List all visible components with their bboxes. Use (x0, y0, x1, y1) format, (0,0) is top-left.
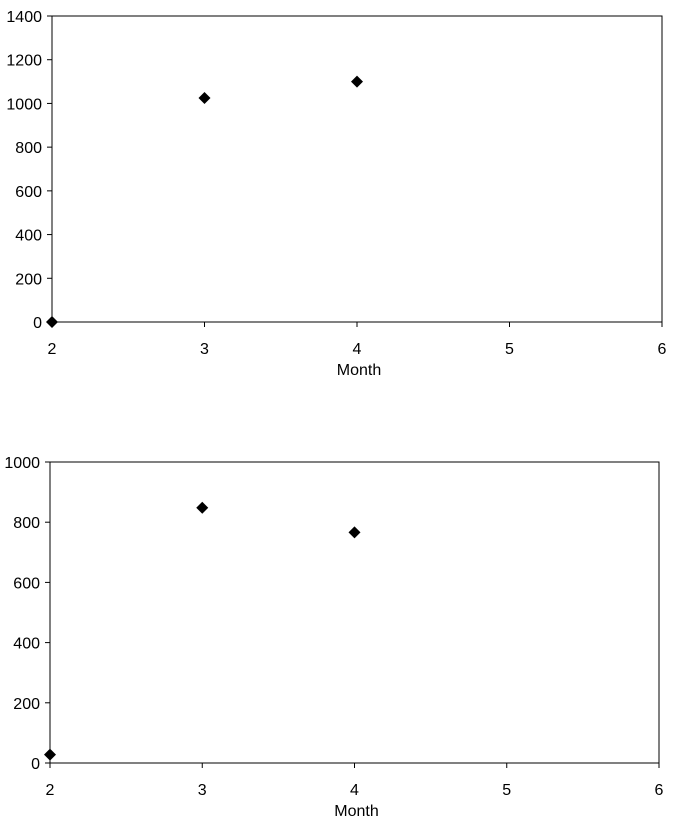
y-tick-label: 1200 (6, 53, 42, 70)
x-axis-title: Month (334, 803, 378, 820)
x-tick-label: 3 (200, 341, 209, 358)
x-tick-label: 2 (48, 341, 57, 358)
x-tick-label: 4 (353, 341, 362, 358)
x-tick-label: 6 (658, 341, 667, 358)
chart-monthly-scatter-top: 0 200 400 600 800 1000 1200 1400 2 3 4 5 6 Month (6, 9, 666, 379)
y-tick-label: 1000 (6, 96, 42, 113)
y-tick-label: 800 (15, 140, 42, 157)
y-tick-label: 200 (15, 271, 42, 288)
x-tick-label: 4 (350, 782, 359, 799)
data-point-diamond (198, 91, 211, 104)
y-tick-label: 0 (31, 756, 40, 773)
data-point-diamond (46, 316, 58, 328)
data-point-diamond (44, 748, 56, 761)
y-tick-label: 400 (13, 636, 40, 653)
plot-area-frame (51, 15, 663, 323)
x-axis-title: Month (337, 362, 381, 379)
plot-area-frame (49, 461, 660, 764)
y-tick-label: 1400 (6, 9, 42, 26)
x-tick-label: 3 (198, 782, 207, 799)
y-tick-label: 600 (15, 184, 42, 201)
y-tick-label: 400 (15, 228, 42, 245)
y-tick-label: 0 (33, 315, 42, 332)
y-tick-label: 200 (13, 696, 40, 713)
chart-monthly-scatter-bottom: 0 200 400 600 800 1000 2 3 4 5 6 Month (4, 455, 663, 820)
y-tick-label: 1000 (4, 455, 40, 472)
y-tick-label: 800 (13, 515, 40, 532)
data-point-diamond (351, 75, 363, 88)
y-tick-label: 600 (13, 575, 40, 592)
x-tick-label: 5 (502, 782, 511, 799)
x-tick-label: 2 (46, 782, 55, 799)
data-point-diamond (196, 501, 209, 514)
data-point-diamond (348, 526, 361, 539)
x-tick-label: 6 (655, 782, 664, 799)
x-tick-label: 5 (505, 341, 514, 358)
